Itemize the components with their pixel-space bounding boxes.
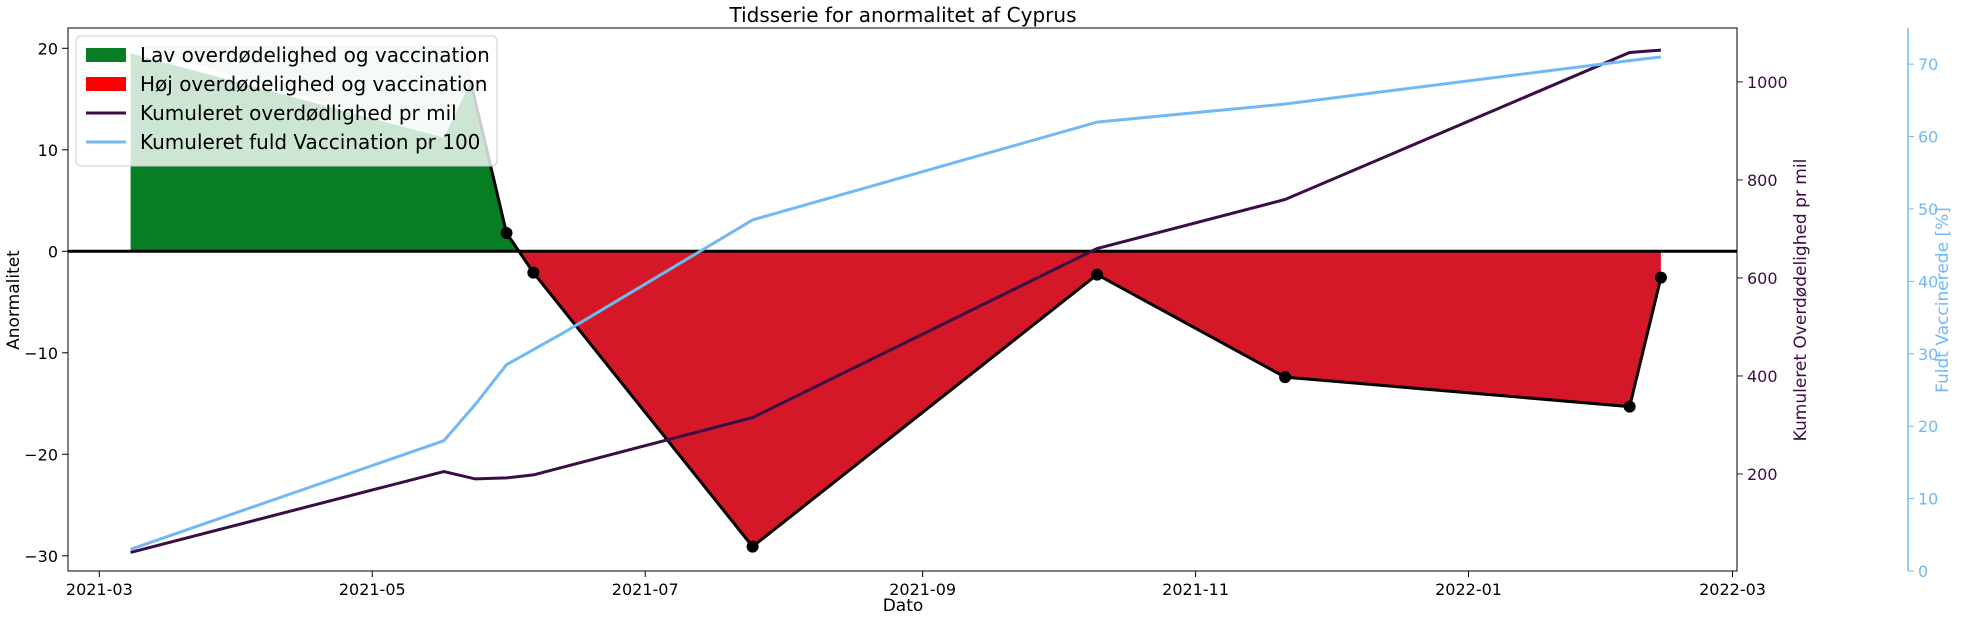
y-tick-label-left: 10 xyxy=(38,141,58,160)
y-tick-label-right-excess: 1000 xyxy=(1747,73,1788,92)
y-tick-label-left: −10 xyxy=(24,344,58,363)
x-tick-label: 2021-11 xyxy=(1162,580,1229,599)
x-tick-label: 2022-01 xyxy=(1435,580,1502,599)
x-tick-label: 2021-09 xyxy=(889,580,956,599)
y-tick-label-right-vaccinated: 40 xyxy=(1918,272,1938,291)
y-tick-label-left: 20 xyxy=(38,39,58,58)
anomaly-point xyxy=(527,266,540,279)
y-tick-label-right-vaccinated: 20 xyxy=(1918,417,1938,436)
y-tick-label-right-vaccinated: 10 xyxy=(1918,490,1938,509)
legend-label: Lav overdødelighed og vaccination xyxy=(140,43,490,67)
series-excess-mortality-line xyxy=(130,48,1662,554)
y-tick-label-right-vaccinated: 60 xyxy=(1918,128,1938,147)
legend-box xyxy=(75,35,498,167)
y-tick-label-right-excess: 400 xyxy=(1747,367,1778,386)
y-axis-label-left: Anormalitet xyxy=(4,250,24,350)
anomaly-point xyxy=(1091,268,1104,281)
anomaly-point xyxy=(1654,271,1667,284)
y-axis-label-right-excess: Kumuleret Overdødelighed pr mil xyxy=(1791,159,1811,442)
y-tick-label-right-vaccinated: 30 xyxy=(1918,345,1938,364)
anomaly-point xyxy=(746,540,759,553)
y-tick-label-left: −30 xyxy=(24,547,58,566)
fill-high-excess xyxy=(518,251,1661,547)
x-tick-label: 2022-03 xyxy=(1699,580,1766,599)
legend-label: Høj overdødelighed og vaccination xyxy=(140,72,487,96)
y-tick-label-right-excess: 600 xyxy=(1747,269,1778,288)
legend-swatch xyxy=(86,77,126,91)
y-tick-label-left: −20 xyxy=(24,445,58,464)
legend-label: Kumuleret overdødlighed pr mil xyxy=(140,101,457,125)
legend-swatch xyxy=(86,48,126,62)
x-axis-label: Dato xyxy=(883,596,924,616)
y-tick-label-right-vaccinated: 0 xyxy=(1918,562,1928,581)
anomaly-point xyxy=(1279,371,1292,384)
plot-frame xyxy=(67,27,1738,572)
anomaly-point xyxy=(500,227,513,240)
y-tick-label-right-excess: 800 xyxy=(1747,171,1778,190)
series-anomaly-line xyxy=(469,81,1663,549)
series-vaccination-line xyxy=(130,55,1662,551)
legend-label: Kumuleret fuld Vaccination pr 100 xyxy=(140,130,480,154)
legend: Lav overdødelighed og vaccination Høj ove… xyxy=(75,35,498,167)
y-tick-label-right-vaccinated: 70 xyxy=(1918,55,1938,74)
y-tick-label-left: 0 xyxy=(48,242,58,261)
x-tick-label: 2021-03 xyxy=(66,580,133,599)
x-tick-label: 2021-07 xyxy=(612,580,679,599)
anomaly-point xyxy=(1623,400,1636,413)
y-axis-label-right-vaccinated: Fuldt Vaccinerede [%] xyxy=(1933,207,1953,393)
chart-title: Tidsserie for anormalitet af Cyprus xyxy=(728,3,1076,27)
y-tick-label-right-excess: 200 xyxy=(1747,465,1778,484)
y-tick-label-right-vaccinated: 50 xyxy=(1918,200,1938,219)
x-tick-label: 2021-05 xyxy=(339,580,406,599)
